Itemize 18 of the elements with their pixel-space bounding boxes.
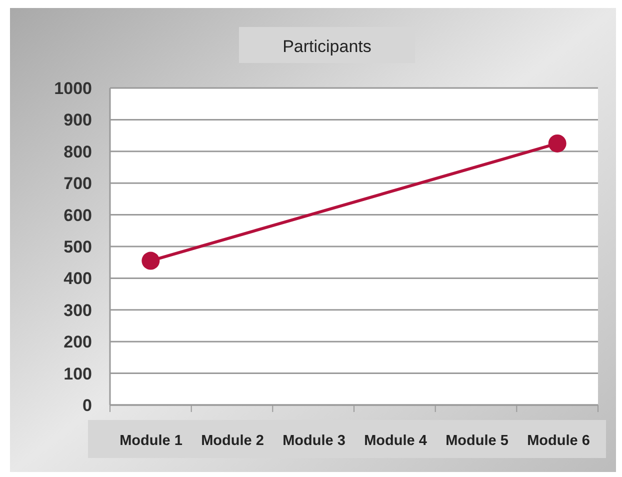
x-tick-label: Module 2 (201, 433, 264, 449)
x-tick-label: Module 5 (446, 433, 508, 449)
y-tick-label: 700 (64, 174, 92, 194)
y-tick-label: 300 (64, 300, 92, 320)
x-tick-label: Module 6 (527, 433, 590, 449)
y-tick-label: 200 (64, 332, 92, 352)
y-tick-label: 1000 (54, 78, 92, 98)
y-tick-label: 600 (64, 206, 92, 225)
y-tick-label: 900 (64, 110, 92, 130)
x-tick-label: Module 4 (364, 433, 427, 449)
y-tick-label: 400 (64, 269, 92, 288)
x-tick-label: Module 1 (120, 433, 182, 449)
y-tick-label: 800 (64, 142, 92, 162)
y-tick-label: 100 (64, 364, 92, 384)
y-tick-label: 500 (64, 237, 92, 256)
x-tick-label: Module 3 (282, 433, 346, 449)
y-tick-label: 0 (82, 396, 92, 415)
chart-title: Participants (282, 37, 372, 56)
